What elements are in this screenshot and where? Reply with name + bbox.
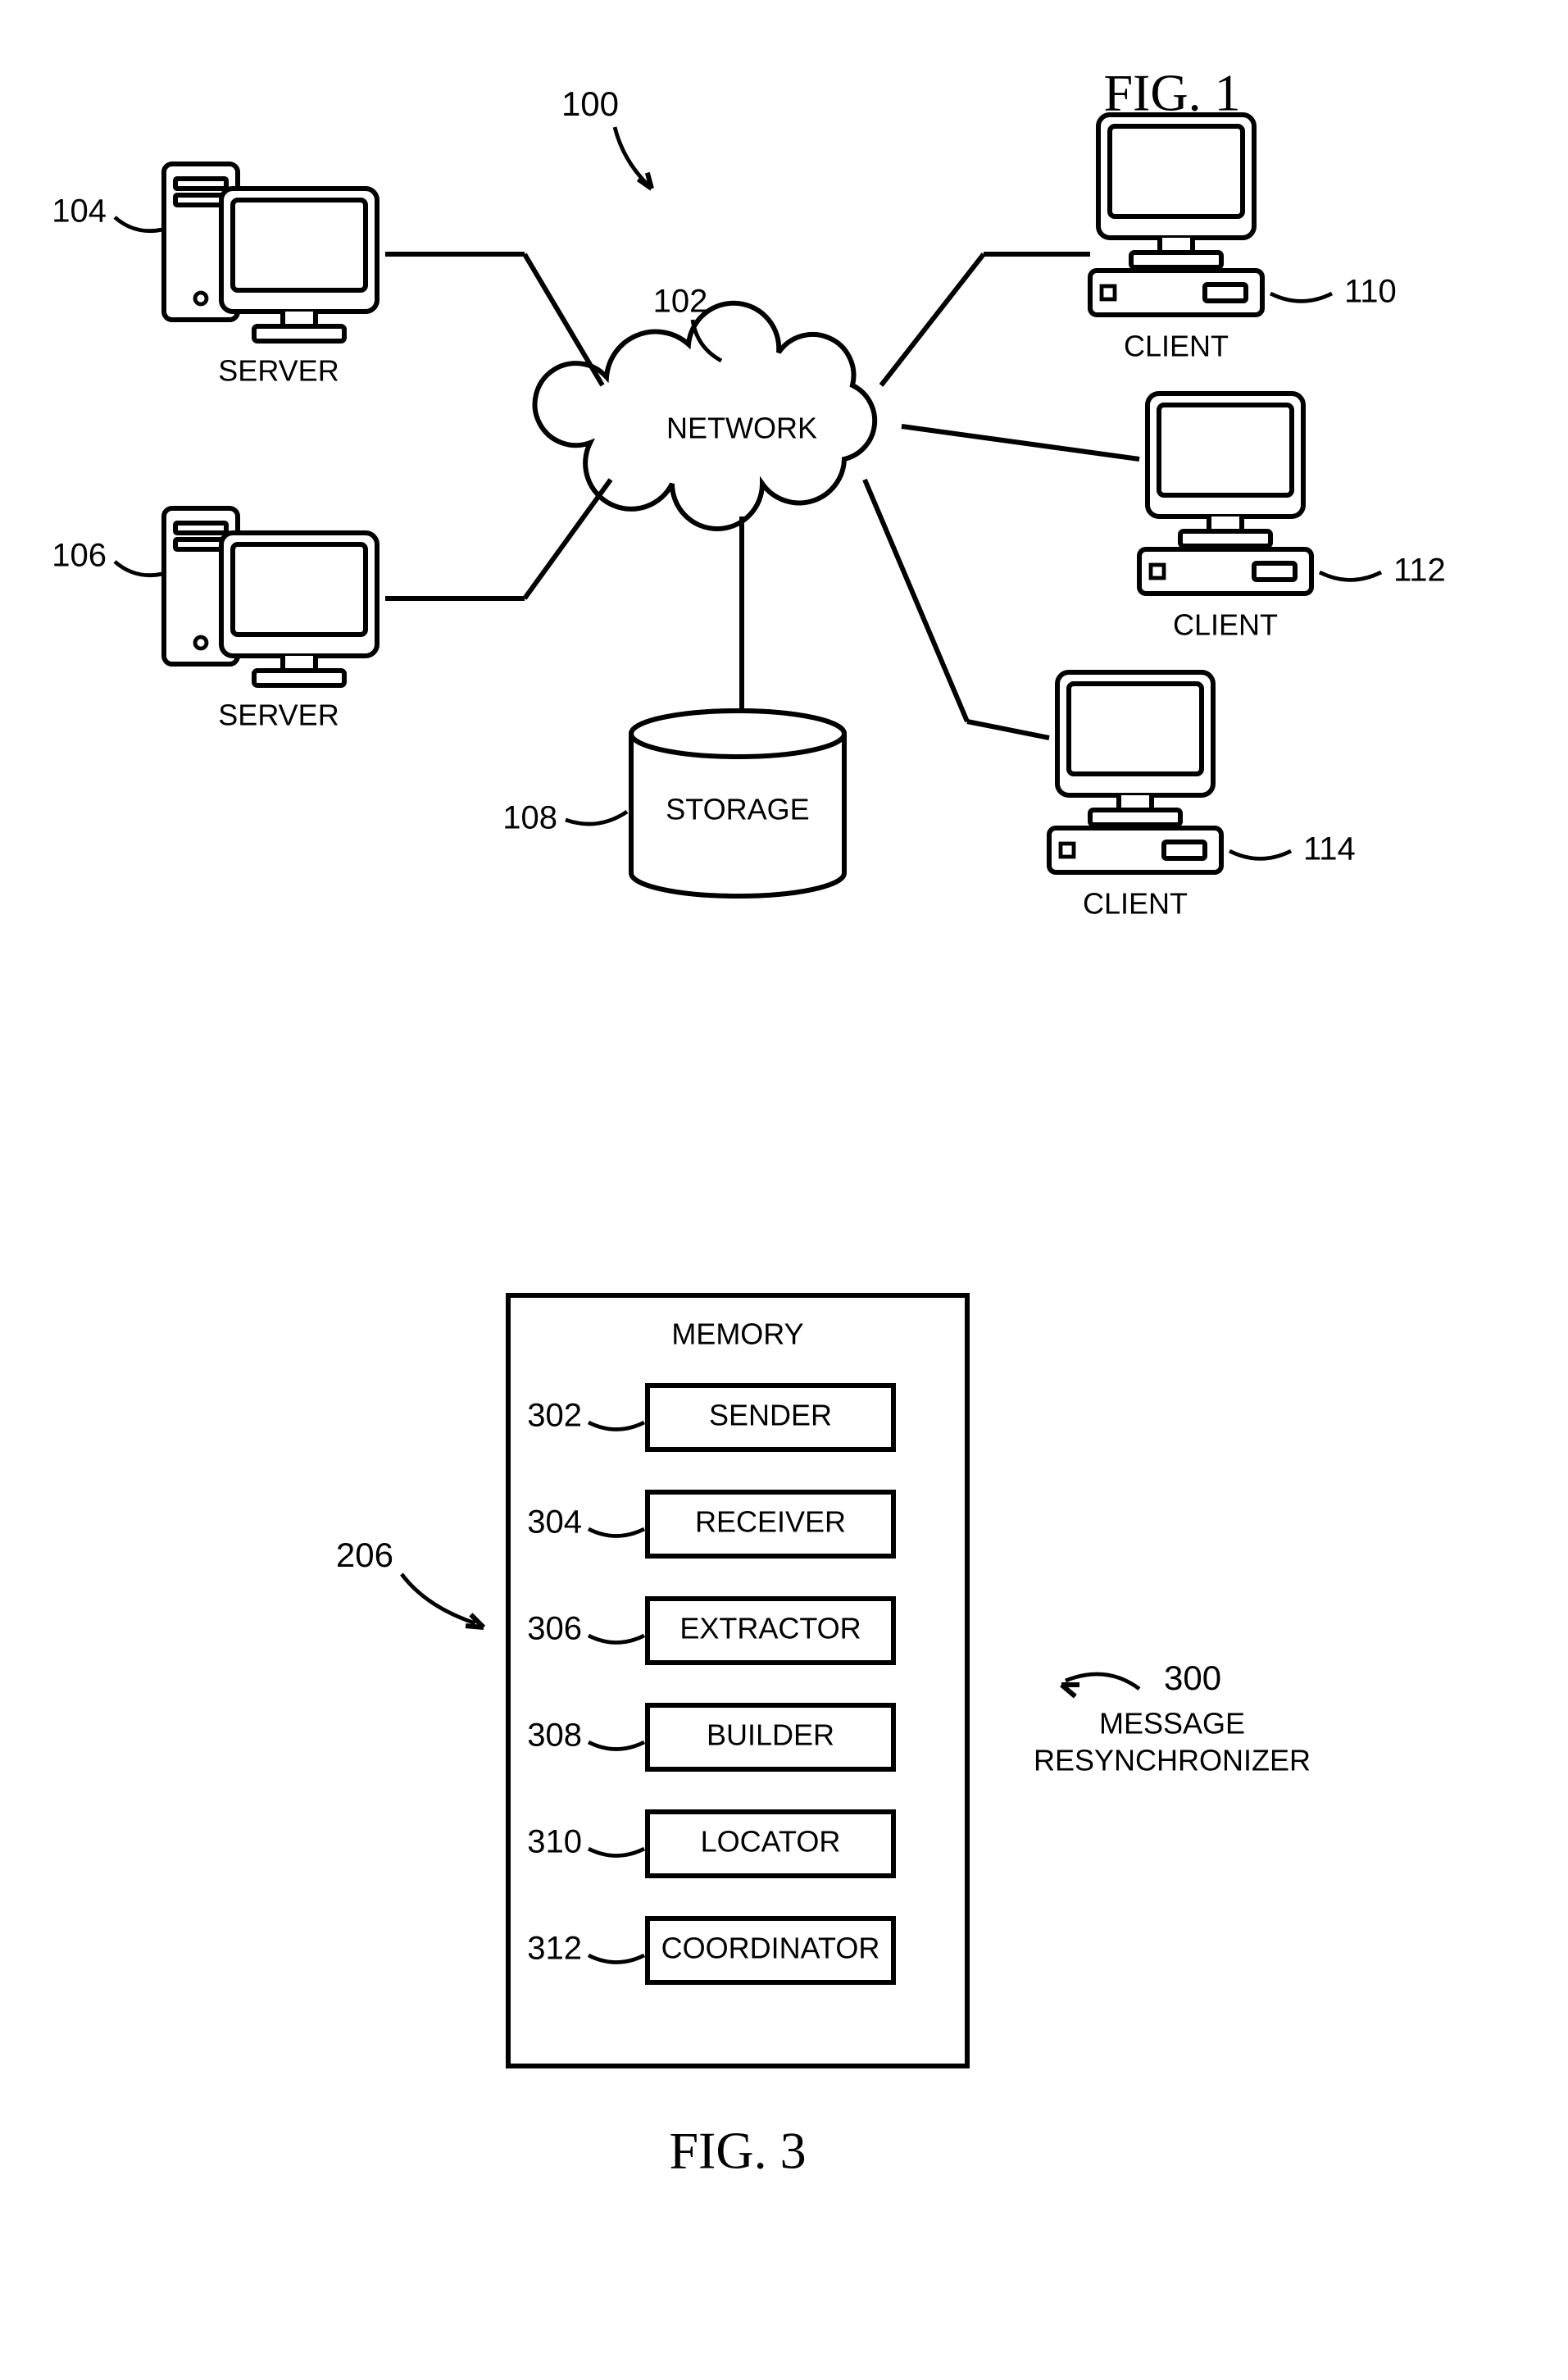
- ref-number: 112: [1393, 553, 1446, 589]
- ref-number: 308: [527, 1718, 582, 1754]
- system-label: RESYNCHRONIZER: [1034, 1744, 1311, 1777]
- client-unit: [1139, 394, 1311, 594]
- leader: [566, 812, 627, 824]
- leader: [1229, 851, 1291, 858]
- memory-item-label: EXTRACTOR: [679, 1612, 861, 1645]
- leader: [115, 562, 162, 576]
- ref-number: 302: [527, 1398, 582, 1434]
- server-unit: [164, 164, 377, 341]
- memory-item-label: SENDER: [709, 1399, 832, 1432]
- storage-label: STORAGE: [666, 793, 809, 826]
- ref-number: 312: [527, 1931, 582, 1967]
- system-label: MESSAGE: [1099, 1707, 1245, 1741]
- ref-number: 102: [653, 284, 708, 320]
- leader: [1320, 572, 1381, 580]
- client-label: CLIENT: [1173, 608, 1278, 642]
- ref-number: 304: [527, 1504, 582, 1540]
- server-label: SERVER: [218, 354, 339, 388]
- client-unit: [1049, 672, 1221, 872]
- client-unit: [1090, 115, 1262, 315]
- ref-number: 108: [502, 800, 557, 836]
- memory-item-label: LOCATOR: [701, 1825, 841, 1859]
- ref-number: 114: [1303, 831, 1356, 867]
- ref-number: 310: [527, 1824, 582, 1860]
- ref-number: 206: [336, 1536, 393, 1574]
- memory-item-label: BUILDER: [707, 1718, 834, 1752]
- ref-number: 306: [527, 1611, 582, 1647]
- leader: [615, 127, 648, 184]
- ref-number: 106: [52, 538, 107, 574]
- memory-item-label: RECEIVER: [695, 1505, 846, 1539]
- ref-number: 104: [52, 193, 107, 230]
- fig3-title: FIG. 3: [669, 2122, 806, 2180]
- leader: [402, 1574, 475, 1623]
- network-label: NETWORK: [666, 412, 817, 445]
- leader: [115, 217, 162, 231]
- ref-number: 300: [1164, 1659, 1221, 1697]
- memory-item-label: COORDINATOR: [661, 1932, 880, 1965]
- ref-number: 100: [561, 84, 619, 123]
- server-unit: [164, 508, 377, 685]
- memory-label: MEMORY: [671, 1317, 803, 1351]
- leader: [1270, 294, 1332, 301]
- ref-number: 110: [1344, 274, 1397, 310]
- client-label: CLIENT: [1083, 887, 1188, 921]
- client-label: CLIENT: [1124, 330, 1229, 363]
- server-label: SERVER: [218, 699, 339, 732]
- arrowhead: [1061, 1685, 1079, 1696]
